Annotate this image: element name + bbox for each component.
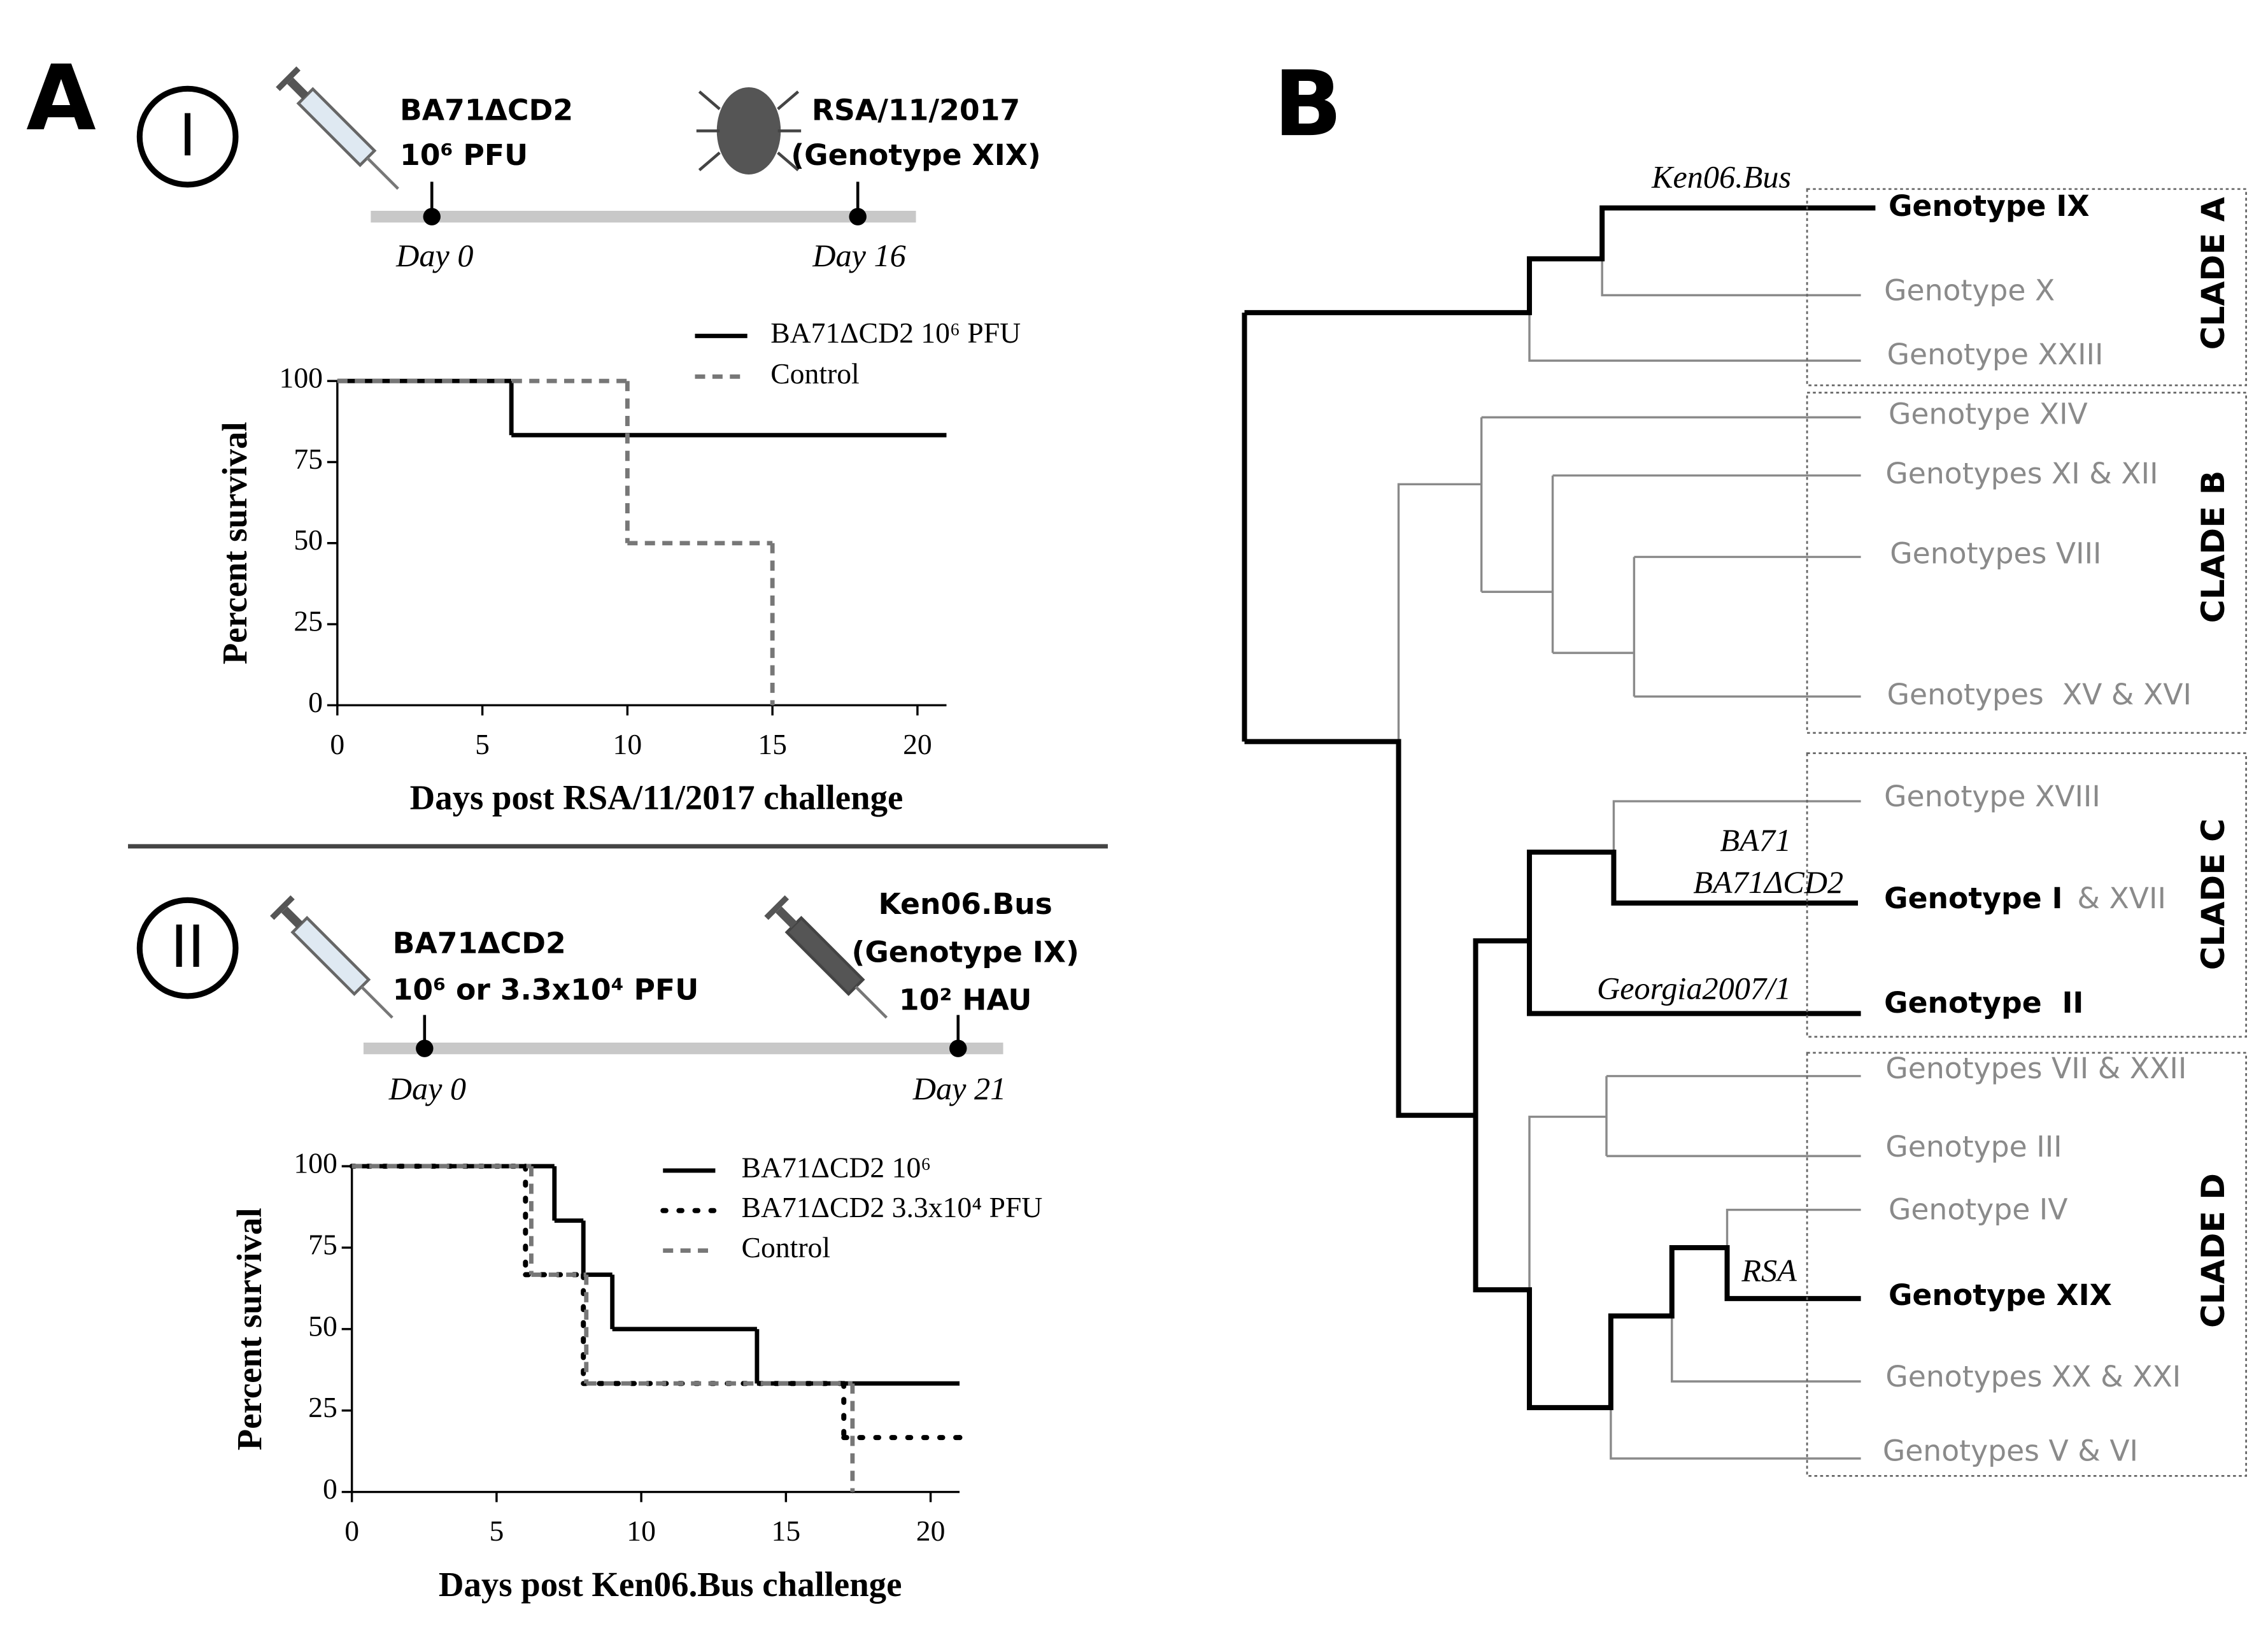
strain-label: BA71	[1720, 822, 1791, 858]
leaf-label: Genotypes XX & XXI	[1885, 1360, 2181, 1394]
y-tick-label: 0	[323, 1473, 337, 1505]
timeline-text: 10² HAU	[899, 983, 1032, 1017]
timeline-dot	[949, 1039, 967, 1057]
leaf-label: Genotype XIV	[1889, 397, 2088, 431]
x-tick-label: 5	[489, 1515, 504, 1547]
panel-circle	[136, 897, 239, 999]
x-tick-label: 15	[758, 728, 787, 760]
timeline-text: (Genotype XIX)	[791, 138, 1041, 172]
panel-label: A	[26, 46, 96, 151]
leaf-label: Genotypes V & VI	[1883, 1434, 2138, 1467]
timeline-text: BA71ΔCD2	[393, 927, 566, 960]
timeline-text: (Genotype IX)	[851, 935, 1079, 969]
leaf-label: Genotype X	[1884, 273, 2055, 307]
x-tick-label: 5	[475, 728, 490, 760]
leaf-label: Genotype IX	[1889, 189, 2090, 223]
y-tick-label: 0	[308, 686, 323, 718]
timeline-dot	[849, 208, 867, 225]
y-tick-label: 75	[294, 443, 323, 475]
x-tick-label: 20	[916, 1515, 946, 1547]
syringe-icon	[270, 895, 393, 1019]
day-label: Day 16	[812, 238, 905, 273]
x-tick-label: 10	[627, 1515, 656, 1547]
timeline-text: RSA/11/2017	[812, 93, 1020, 127]
panel-circle	[136, 85, 239, 188]
leaf-label: Genotypes VIII	[1890, 537, 2101, 571]
y-tick-label: 25	[308, 1391, 337, 1423]
clade-label: CLADE A	[2194, 197, 2232, 350]
strain-label: BA71ΔCD2	[1693, 864, 1843, 900]
leaf-label: Genotype II	[1884, 986, 2083, 1020]
clade-boxes	[1806, 188, 2247, 1477]
x-axis-label: Days post RSA/11/2017 challenge	[410, 778, 904, 817]
leaf-label: Genotypes XV & XVI	[1887, 678, 2192, 711]
x-tick-label: 15	[772, 1515, 801, 1547]
leaf-suffix: & XVII	[2077, 881, 2166, 915]
strain-label: Georgia2007/1	[1597, 971, 1791, 1006]
strain-label: Ken06.Bus	[1651, 159, 1791, 195]
panel-sublabel: II	[171, 913, 205, 981]
legend-label: BA71ΔCD2 3.3x10⁴ PFU	[742, 1191, 1043, 1223]
leaf-label: Genotype I	[1884, 881, 2062, 915]
tree-thin	[1397, 259, 1861, 1460]
leaf-label: Genotype XIX	[1889, 1278, 2112, 1312]
x-tick-label: 10	[613, 728, 642, 760]
syringe-icon	[764, 895, 888, 1019]
y-tick-label: 25	[294, 605, 323, 638]
leaf-label: Genotypes XI & XII	[1885, 457, 2158, 490]
day-label: Day 0	[395, 238, 473, 273]
legend-label: BA71ΔCD2 10⁶	[742, 1151, 932, 1183]
x-tick-label: 20	[903, 728, 932, 760]
leaf-label: Genotype XVIII	[1884, 780, 2101, 813]
y-tick-label: 100	[294, 1147, 337, 1180]
y-axis-label: Percent survival	[215, 422, 254, 664]
x-axis-label: Days post Ken06.Bus challenge	[439, 1565, 902, 1604]
y-tick-label: 50	[294, 524, 323, 556]
legend-label: Control	[770, 357, 860, 390]
timeline-text: 10⁶ PFU	[400, 138, 528, 172]
timeline-dot	[416, 1039, 434, 1057]
strain-label: RSA	[1741, 1253, 1797, 1288]
leaf-label: Genotypes VII & XXII	[1885, 1052, 2186, 1085]
day-label: Day 21	[912, 1071, 1006, 1106]
timeline-text: Ken06.Bus	[878, 887, 1052, 921]
y-tick-label: 75	[308, 1228, 337, 1260]
timeline-text: BA71ΔCD2	[400, 93, 573, 127]
legend-label: BA71ΔCD2 10⁶ PFU	[770, 317, 1021, 349]
x-tick-label: 0	[330, 728, 344, 760]
day-label: Day 0	[388, 1071, 466, 1106]
timeline-text: 10⁶ or 3.3x10⁴ PFU	[393, 973, 699, 1007]
legend-label: Control	[742, 1231, 831, 1264]
leaf-label: Genotype XXIII	[1887, 338, 2104, 371]
clade-label: CLADE B	[2194, 471, 2232, 623]
syringe-icon	[276, 66, 399, 190]
y-tick-label: 50	[308, 1309, 337, 1342]
x-tick-label: 0	[344, 1515, 359, 1547]
y-tick-label: 100	[280, 362, 323, 394]
panel-label: B	[1273, 52, 1342, 157]
leaf-label: Genotype III	[1885, 1130, 2062, 1164]
tick-icon	[696, 87, 802, 175]
leaf-label: Genotype IV	[1889, 1192, 2068, 1226]
panel-sublabel: I	[179, 101, 196, 169]
clade-label: CLADE D	[2194, 1173, 2232, 1328]
y-axis-label: Percent survival	[230, 1208, 269, 1450]
timeline-dot	[423, 208, 441, 225]
clade-label: CLADE C	[2194, 818, 2232, 970]
tree-thick	[1242, 205, 1876, 1411]
